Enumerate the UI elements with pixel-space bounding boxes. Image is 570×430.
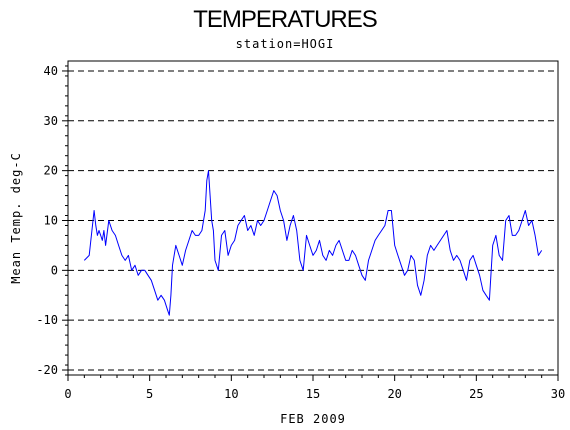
x-axis: 0 5 10 15 20 25 30 (64, 375, 565, 401)
y-tick-label: -20 (36, 363, 58, 377)
y-tick-label: -10 (36, 313, 58, 327)
x-tick-label: 20 (387, 387, 401, 401)
chart-title: TEMPERATURES (193, 6, 378, 33)
grid-lines (68, 70, 558, 371)
series-layer (83, 170, 543, 316)
chart-subtitle: station=HOGI (235, 37, 335, 51)
x-tick-label: 25 (469, 387, 483, 401)
x-axis-label: FEB 2009 (280, 412, 346, 426)
y-tick-label: 30 (44, 114, 58, 128)
x-tick-label: 30 (551, 387, 565, 401)
y-tick-label: 40 (44, 64, 58, 78)
x-tick-label: 15 (306, 387, 320, 401)
y-tick-label: 0 (51, 263, 58, 277)
x-tick-label: 5 (146, 387, 153, 401)
y-axis: -20 -10 0 10 20 30 40 (36, 64, 68, 377)
y-tick-label: 20 (44, 164, 58, 178)
temperature-series-line (83, 170, 543, 316)
plot-frame (67, 60, 559, 376)
x-tick-label: 10 (224, 387, 238, 401)
y-axis-label: Mean Temp. deg-C (9, 152, 23, 284)
y-tick-label: 10 (44, 213, 58, 227)
x-tick-label: 0 (64, 387, 71, 401)
